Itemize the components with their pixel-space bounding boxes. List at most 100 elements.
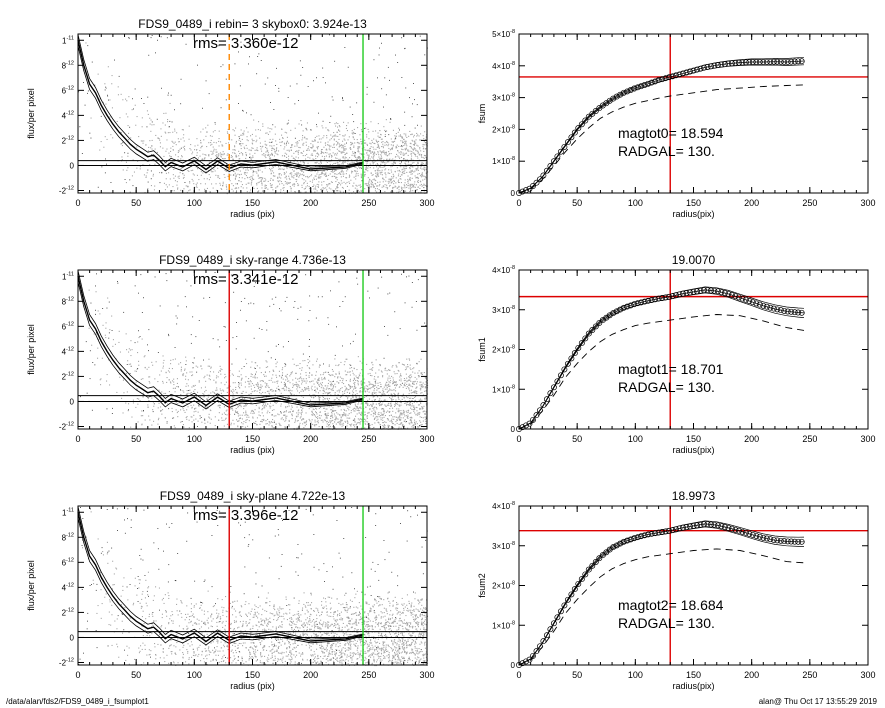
scatter-point	[417, 179, 419, 181]
scatter-point	[331, 415, 333, 417]
scatter-point	[421, 172, 423, 174]
scatter-outlier	[361, 153, 363, 155]
scatter-point	[331, 389, 333, 391]
scatter-point	[325, 388, 327, 390]
scatter-point	[390, 169, 392, 171]
scatter-outlier	[390, 118, 391, 120]
scatter-point	[337, 143, 339, 145]
scatter-point	[361, 143, 363, 145]
scatter-point	[404, 187, 406, 189]
scatter-point	[297, 410, 299, 412]
scatter-point	[255, 171, 257, 173]
scatter-point	[368, 131, 370, 133]
scatter-point	[214, 130, 216, 132]
scatter-point	[167, 132, 169, 134]
scatter-point	[346, 181, 348, 183]
scatter-point	[373, 407, 375, 409]
scatter-point	[407, 404, 409, 406]
scatter-point	[413, 409, 415, 411]
scatter-point	[421, 386, 423, 388]
scatter-point	[208, 394, 210, 396]
scatter-point	[245, 412, 247, 414]
scatter-point	[425, 378, 427, 380]
scatter-point	[210, 144, 212, 146]
scatter-point	[314, 137, 316, 139]
scatter-point	[183, 410, 185, 412]
scatter-point	[144, 355, 146, 357]
scatter-point	[246, 191, 248, 193]
scatter-point	[378, 136, 380, 138]
scatter-point	[310, 169, 312, 171]
scatter-point	[425, 144, 427, 146]
scatter-outlier	[401, 77, 403, 78]
scatter-point	[300, 191, 302, 193]
scatter-point	[302, 161, 304, 163]
chart-panel-1: rms= 3.360e-120 50 100 150 200 250 3001-118-12…	[26, 17, 435, 219]
scatter-point	[345, 148, 347, 150]
scatter-point	[303, 380, 305, 382]
scatter-point	[415, 164, 417, 166]
scatter-point	[406, 404, 408, 406]
scatter-point	[404, 140, 406, 142]
scatter-outlier	[242, 110, 244, 112]
scatter-point	[405, 373, 407, 375]
scatter-point	[346, 374, 348, 376]
scatter-point	[247, 182, 249, 184]
scatter-point	[217, 155, 219, 157]
scatter-point	[334, 162, 336, 164]
scatter-point	[328, 425, 330, 427]
scatter-point	[374, 179, 376, 181]
magtot-label: magtot0= 18.594	[618, 125, 724, 141]
scatter-point	[191, 163, 193, 165]
scatter-outlier	[78, 91, 80, 93]
scatter-point	[399, 374, 401, 376]
scatter-point	[208, 174, 210, 176]
scatter-point	[329, 427, 331, 429]
scatter-point	[420, 174, 422, 176]
scatter-point	[342, 424, 344, 426]
scatter-point	[364, 382, 366, 384]
scatter-point	[370, 404, 372, 406]
scatter-point	[382, 160, 384, 162]
scatter-point	[186, 416, 188, 418]
scatter-point	[200, 174, 202, 176]
scatter-point	[264, 155, 266, 157]
scatter-point	[342, 378, 344, 380]
scatter-point	[283, 184, 285, 186]
scatter-point	[183, 188, 185, 190]
scatter-point	[388, 158, 390, 160]
scatter-point	[271, 149, 273, 151]
scatter-point	[363, 171, 365, 173]
scatter-point	[307, 149, 309, 151]
scatter-point	[278, 150, 280, 152]
scatter-point	[275, 363, 277, 365]
scatter-point	[141, 424, 143, 426]
scatter-point	[97, 310, 99, 312]
scatter-point	[171, 407, 173, 409]
scatter-point	[320, 406, 322, 408]
scatter-point	[373, 159, 375, 161]
scatter-point	[325, 172, 327, 174]
scatter-point	[313, 178, 315, 180]
scatter-point	[264, 143, 266, 145]
scatter-point	[171, 380, 173, 382]
scatter-point	[282, 419, 284, 421]
scatter-point	[396, 187, 398, 189]
scatter-point	[267, 366, 269, 368]
scatter-point	[271, 141, 273, 143]
scatter-point	[242, 426, 244, 428]
scatter-point	[384, 400, 386, 402]
scatter-point	[347, 421, 349, 423]
scatter-point	[369, 150, 371, 152]
scatter-point	[410, 153, 412, 155]
scatter-point	[389, 408, 391, 410]
scatter-point	[290, 190, 292, 192]
scatter-point	[317, 148, 319, 150]
scatter-point	[383, 153, 385, 155]
scatter-point	[283, 381, 285, 383]
scatter-point	[283, 414, 285, 416]
scatter-point	[331, 383, 333, 385]
scatter-point	[220, 156, 222, 158]
scatter-point	[248, 149, 250, 151]
scatter-point	[287, 403, 289, 405]
